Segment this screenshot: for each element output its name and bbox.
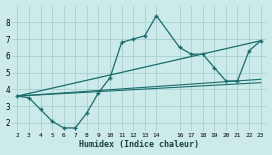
X-axis label: Humidex (Indice chaleur): Humidex (Indice chaleur) [79,140,199,149]
